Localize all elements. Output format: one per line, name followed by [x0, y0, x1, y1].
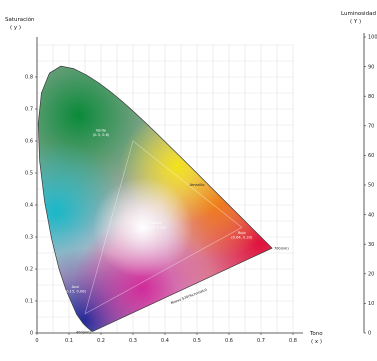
- right-axis-title-line2: ( Y ): [350, 19, 361, 25]
- bottom-tick-label: 0.5: [193, 338, 201, 344]
- axes: 0 0.1 0.2 0.3 0.4 0.5 0.6 0.7 0.8 0 0.1 0.2 0.3 0.4 0.…: [25, 33, 377, 344]
- left-tick-label: 0.3: [25, 235, 33, 241]
- left-axis-title-line2: ( y ): [10, 25, 21, 31]
- region-label-coords: (0.3, 0.6): [93, 133, 110, 137]
- region-label-name: Azul: [72, 285, 80, 289]
- spectral-locus-outline: [37, 65, 273, 332]
- right-tick-label: 10: [368, 301, 374, 307]
- bottom-tick-label: 0.3: [129, 338, 137, 344]
- right-tick-label: 40: [368, 212, 374, 218]
- bottom-tick-label: 0.8: [289, 338, 297, 344]
- left-tick-label: 0.6: [25, 139, 33, 145]
- bottom-tick-label: 0.4: [161, 338, 169, 344]
- right-tick-label: 70: [368, 124, 374, 130]
- region-label-name: Verde: [96, 128, 107, 132]
- bottom-tick-label: 0.2: [97, 338, 105, 344]
- spectral-locus-label: 400(nm): [76, 330, 91, 334]
- bottom-axis-title-line2: ( x ): [311, 339, 322, 345]
- right-tick-label: 90: [368, 64, 374, 70]
- bottom-tick-label: 0.1: [65, 338, 73, 344]
- left-tick-label: 0.7: [25, 107, 33, 113]
- right-axis-title-line1: Luminosidad: [341, 11, 376, 17]
- right-tick-label: 0: [368, 331, 371, 337]
- right-tick-label: 100: [368, 35, 377, 41]
- bottom-axis-title-line1: Tono: [309, 331, 323, 337]
- left-tick-label: 0.8: [25, 75, 33, 81]
- right-tick-label: 20: [368, 272, 374, 278]
- spectral-locus-label: 700(nm): [274, 247, 289, 251]
- left-tick-label: 0.1: [25, 299, 33, 305]
- region-label-name: Amarillo: [190, 183, 205, 187]
- left-tick-label: 0.2: [25, 267, 33, 273]
- region-label-coords: (0.64, 0.33): [231, 235, 253, 239]
- right-tick-label: 30: [368, 242, 374, 248]
- right-tick-label: 80: [368, 94, 374, 100]
- spectral-locus: [37, 65, 273, 332]
- bottom-tick-label: 0.7: [257, 338, 265, 344]
- right-tick-label: 50: [368, 183, 374, 189]
- region-label-coords: (0.33, 0.33): [145, 226, 167, 230]
- region-label-name: Blanco: [149, 221, 161, 225]
- region-label-name: Rojo: [238, 231, 246, 235]
- bottom-tick-label: 0.6: [225, 338, 233, 344]
- srgb-gamut-triangle: [84, 140, 243, 315]
- left-tick-label: 0: [30, 331, 33, 337]
- left-tick-label: 0.5: [25, 171, 33, 177]
- left-axis-title-line1: Saturación: [5, 16, 35, 23]
- left-tick-label: 0.4: [25, 203, 33, 209]
- bottom-tick-label: 0: [35, 338, 38, 344]
- right-tick-label: 60: [368, 153, 374, 159]
- region-label-coords: (0.15, 0.06): [65, 290, 87, 294]
